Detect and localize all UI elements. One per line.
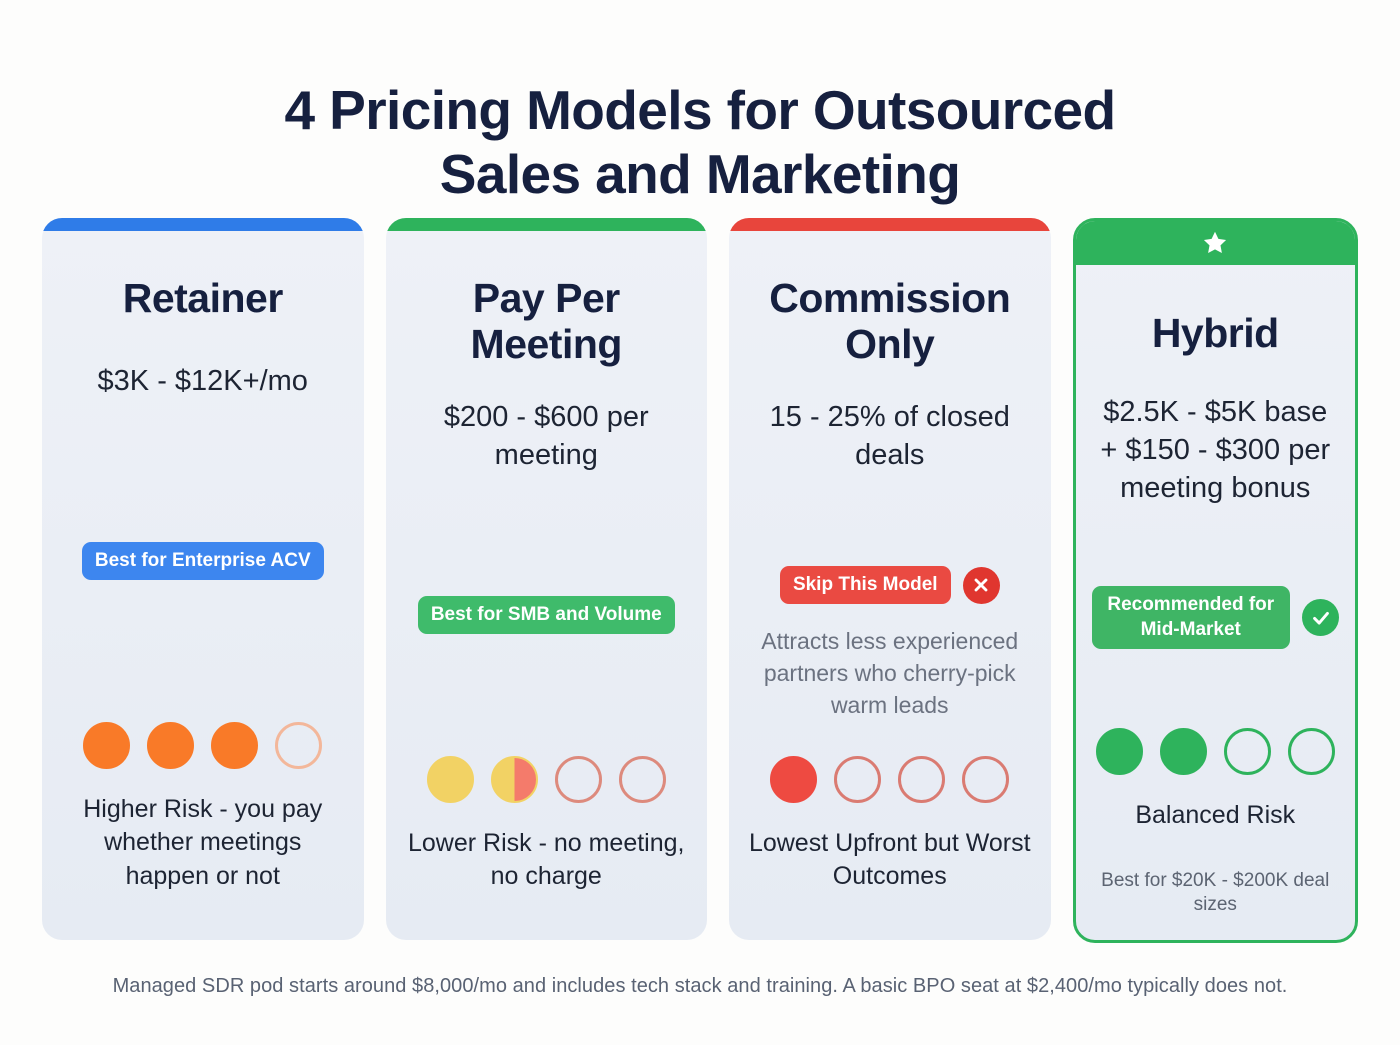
pricing-card-retainer[interactable]: Retainer $3K - $12K+/mo Best for Enterpris… [42, 218, 364, 940]
card-price: 15 - 25% of closed deals [769, 400, 1010, 472]
risk-dot-empty [1223, 727, 1271, 775]
card-title: Pay Per Meeting [470, 275, 623, 367]
footer-note: Managed SDR pod starts around $8,000/mo … [112, 975, 1288, 997]
pricing-card-pay-per-meeting[interactable]: Pay Per Meeting $200 - $600 per meeting Be… [385, 218, 707, 940]
risk-dot-full [426, 755, 474, 803]
risk-dot-empty [834, 755, 882, 803]
pricing-card-row: Retainer $3K - $12K+/mo Best for Enterpris… [42, 218, 1358, 943]
card-title: Commission Only [769, 275, 1011, 367]
risk-dot-half [490, 755, 538, 803]
risk-dot-full [770, 755, 818, 803]
page-title: 4 Pricing Models for Outsourced Sales an… [0, 79, 1400, 207]
risk-dot-full [211, 721, 259, 769]
risk-dot-empty [898, 755, 946, 803]
card-accent-bar [385, 218, 707, 231]
risk-label: Lowest Upfront but Worst Outcomes [748, 828, 1031, 891]
check-circle-icon [1302, 599, 1339, 637]
badge-row: Recommended for Mid-Market [1091, 586, 1339, 650]
risk-meter [426, 755, 666, 803]
page-title-line-2: Sales and Marketing [439, 142, 961, 205]
card-subnote: Best for $20K - $200K deal sizes [1101, 869, 1330, 916]
featured-card-shell: Hybrid $2.5K - $5K base + $150 - $300 per… [1072, 218, 1358, 943]
card-price: $3K - $12K+/mo [97, 364, 308, 397]
pricing-card-commission-only[interactable]: Commission Only 15 - 25% of closed deals S… [729, 218, 1051, 940]
featured-card-body: Hybrid $2.5K - $5K base + $150 - $300 per… [1076, 265, 1356, 940]
card-badge[interactable]: Skip This Model [779, 565, 951, 605]
risk-meter [83, 721, 323, 769]
risk-meter [770, 755, 1010, 803]
risk-dot-empty [554, 755, 602, 803]
risk-label: Lower Risk - no meeting, no charge [407, 828, 685, 891]
card-price: $2.5K - $5K base + $150 - $300 per meeti… [1100, 395, 1331, 505]
card-accent-bar [42, 218, 364, 231]
badge-row: Skip This Model [747, 565, 1033, 605]
star-icon [1201, 229, 1229, 257]
card-accent-bar [729, 218, 1051, 231]
card-badge[interactable]: Best for SMB and Volume [417, 595, 675, 635]
risk-label: Balanced Risk [1135, 800, 1296, 829]
card-note: Attracts less experienced partners who c… [761, 628, 1019, 718]
risk-label: Higher Risk - you pay whether meetings h… [83, 794, 323, 891]
badge-row: Best for Enterprise ACV [60, 541, 346, 581]
risk-dot-empty [962, 755, 1010, 803]
risk-meter [1095, 727, 1335, 775]
risk-dot-full [1159, 727, 1207, 775]
card-price: $200 - $600 per meeting [443, 400, 649, 472]
risk-dot-empty [1287, 727, 1335, 775]
page-title-line-1: 4 Pricing Models for Outsourced [284, 78, 1117, 141]
x-circle-icon [962, 566, 1000, 604]
card-title: Retainer [122, 275, 284, 321]
featured-header [1075, 221, 1355, 265]
risk-dot-empty [275, 721, 323, 769]
badge-row: Best for SMB and Volume [404, 595, 690, 635]
risk-dot-full [1095, 727, 1143, 775]
risk-dot-empty [618, 755, 666, 803]
card-badge[interactable]: Best for Enterprise ACV [81, 541, 324, 581]
card-title: Hybrid [1151, 310, 1279, 356]
card-badge[interactable]: Recommended for Mid-Market [1091, 586, 1290, 650]
risk-dot-full [83, 721, 131, 769]
risk-dot-full [147, 721, 195, 769]
pricing-card-hybrid[interactable]: Hybrid $2.5K - $5K base + $150 - $300 per… [1072, 218, 1358, 943]
